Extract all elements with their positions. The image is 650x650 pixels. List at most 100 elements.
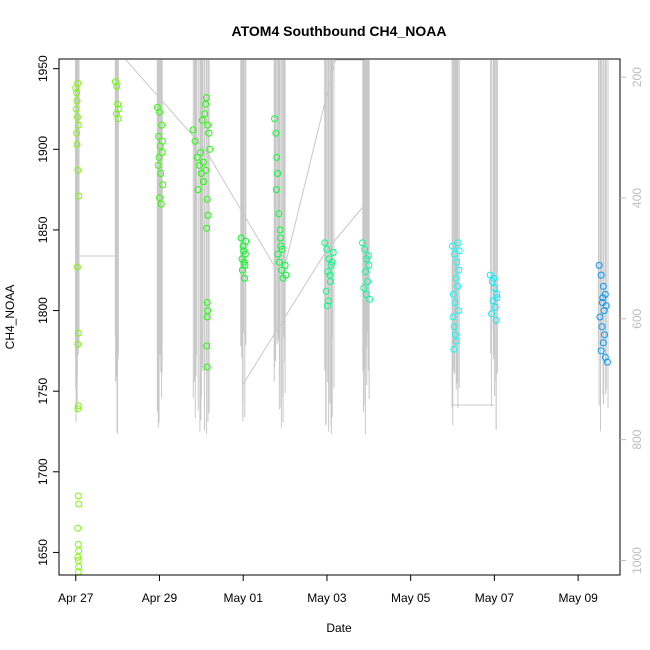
data-point (74, 340, 82, 348)
data-point (73, 97, 81, 105)
data-point (454, 282, 462, 290)
data-point (74, 329, 82, 337)
data-point (323, 302, 331, 310)
data-point (241, 261, 249, 269)
data-point (327, 261, 335, 269)
data-point (159, 181, 167, 189)
data-point (595, 261, 603, 269)
y-axis-title: CH4_NOAA (3, 285, 17, 350)
data-point (191, 137, 199, 145)
data-point (237, 234, 245, 242)
data-point (282, 271, 290, 279)
data-point (274, 170, 281, 177)
data-point (272, 186, 280, 194)
data-point (452, 337, 460, 345)
y-tick-label: 1800 (36, 297, 50, 324)
data-point (275, 210, 283, 218)
data-point (450, 345, 458, 353)
data-point (603, 358, 611, 366)
data-point (323, 245, 331, 253)
y-tick-label: 1850 (36, 216, 50, 243)
data-point (112, 110, 120, 118)
data-point (73, 89, 81, 97)
data-point (360, 284, 368, 292)
data-point (157, 170, 165, 177)
data-point (204, 211, 212, 219)
x-axis-title: Date (326, 621, 352, 635)
right-y-tick-label: 800 (630, 429, 644, 449)
data-point (74, 524, 82, 532)
data-point (157, 200, 165, 208)
data-point (75, 192, 83, 200)
data-point (197, 149, 204, 156)
data-point (455, 266, 463, 274)
data-point (203, 313, 211, 321)
data-point (451, 299, 459, 306)
data-point (155, 132, 163, 140)
right-y-tick-label: 1000 (630, 547, 644, 574)
x-tick-label: May 09 (558, 591, 598, 605)
data-point (274, 250, 282, 258)
data-point (273, 153, 281, 161)
data-point (602, 302, 610, 310)
data-point (278, 245, 286, 253)
data-point (488, 278, 496, 285)
data-point (194, 186, 202, 194)
data-point (114, 115, 122, 123)
data-point (329, 249, 337, 256)
x-tick-label: Apr 29 (142, 591, 178, 605)
data-point (158, 137, 166, 145)
data-point (112, 78, 119, 86)
x-tick-label: May 03 (307, 591, 347, 605)
x-tick-label: May 05 (391, 591, 431, 605)
data-point (156, 108, 163, 116)
data-point (454, 239, 462, 247)
y-tick-label: 1750 (36, 378, 50, 405)
axes: Apr 27 Apr 29 May 01 May 03 May 05 May 07 May … (36, 55, 644, 605)
altitude-trace (75, 59, 609, 434)
x-tick-label: May 01 (224, 591, 264, 605)
data-point (242, 237, 250, 245)
data-point (74, 405, 82, 413)
data-point (452, 274, 460, 282)
data-point (493, 294, 501, 302)
data-points (72, 78, 611, 576)
data-point (490, 284, 498, 292)
data-point (74, 492, 82, 500)
data-point (455, 247, 463, 255)
data-point (75, 547, 83, 555)
data-point (154, 161, 162, 169)
data-point (193, 153, 201, 161)
data-point (453, 258, 461, 266)
right-y-tick-label: 200 (630, 67, 644, 87)
data-point (365, 261, 373, 269)
y-tick-label: 1900 (36, 136, 50, 163)
data-point (74, 79, 82, 87)
data-point (74, 402, 82, 410)
data-point (271, 115, 279, 123)
data-point (492, 316, 500, 324)
data-point (449, 290, 457, 298)
data-point (322, 287, 330, 295)
data-point (598, 323, 606, 331)
data-point (156, 194, 163, 202)
data-point (73, 129, 81, 137)
data-point (364, 278, 372, 285)
right-y-tick-label: 600 (630, 308, 644, 328)
data-point (597, 271, 605, 279)
data-point (203, 363, 211, 371)
data-point (203, 342, 211, 350)
data-point (74, 166, 82, 174)
data-point (73, 263, 81, 271)
x-tick-label: May 07 (475, 591, 515, 605)
data-point (204, 121, 212, 129)
data-point (277, 234, 284, 242)
data-point (599, 282, 607, 290)
altitude-profile (75, 59, 609, 434)
data-point (189, 126, 197, 134)
data-point (206, 145, 214, 153)
data-point (73, 141, 81, 148)
right-y-tick-label: 400 (630, 188, 644, 208)
data-point (205, 129, 213, 137)
